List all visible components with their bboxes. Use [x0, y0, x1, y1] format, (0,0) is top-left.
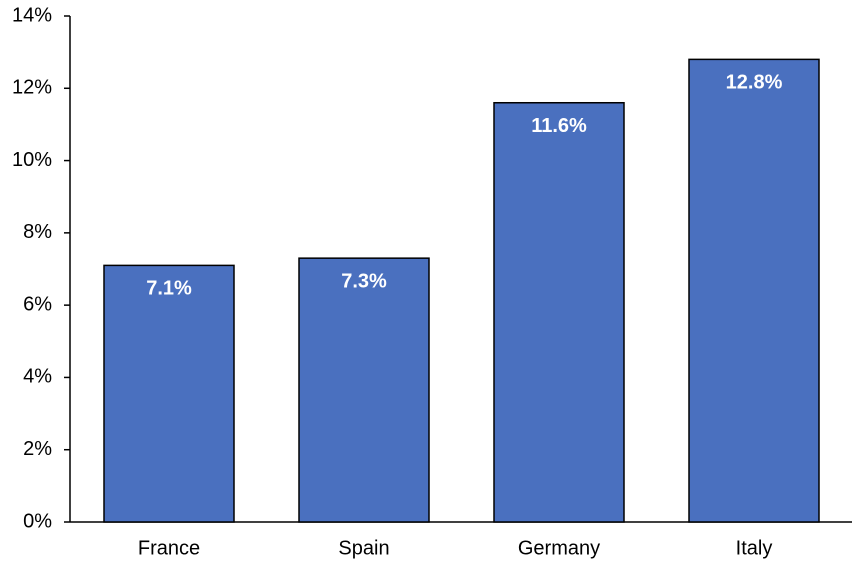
bar — [688, 58, 820, 523]
y-tick-label: 10% — [12, 149, 52, 171]
y-tick-label: 14% — [12, 4, 52, 26]
y-tick-label: 2% — [23, 438, 52, 460]
x-tick-label: Spain — [338, 537, 389, 559]
x-tick-label: Italy — [736, 537, 773, 559]
x-tick-label: France — [138, 537, 200, 559]
x-tick-label: Germany — [518, 537, 600, 559]
value-label: 7.3% — [341, 270, 387, 292]
y-tick-label: 0% — [23, 510, 52, 532]
value-label: 11.6% — [531, 115, 587, 137]
bar — [298, 257, 430, 523]
y-tick-label: 8% — [23, 221, 52, 243]
y-tick-label: 4% — [23, 366, 52, 388]
y-tick-label: 6% — [23, 293, 52, 315]
bar — [493, 101, 625, 523]
value-label: 7.1% — [146, 278, 192, 300]
y-tick-label: 12% — [12, 77, 52, 99]
bar — [103, 264, 235, 523]
value-label: 12.8% — [726, 72, 783, 94]
